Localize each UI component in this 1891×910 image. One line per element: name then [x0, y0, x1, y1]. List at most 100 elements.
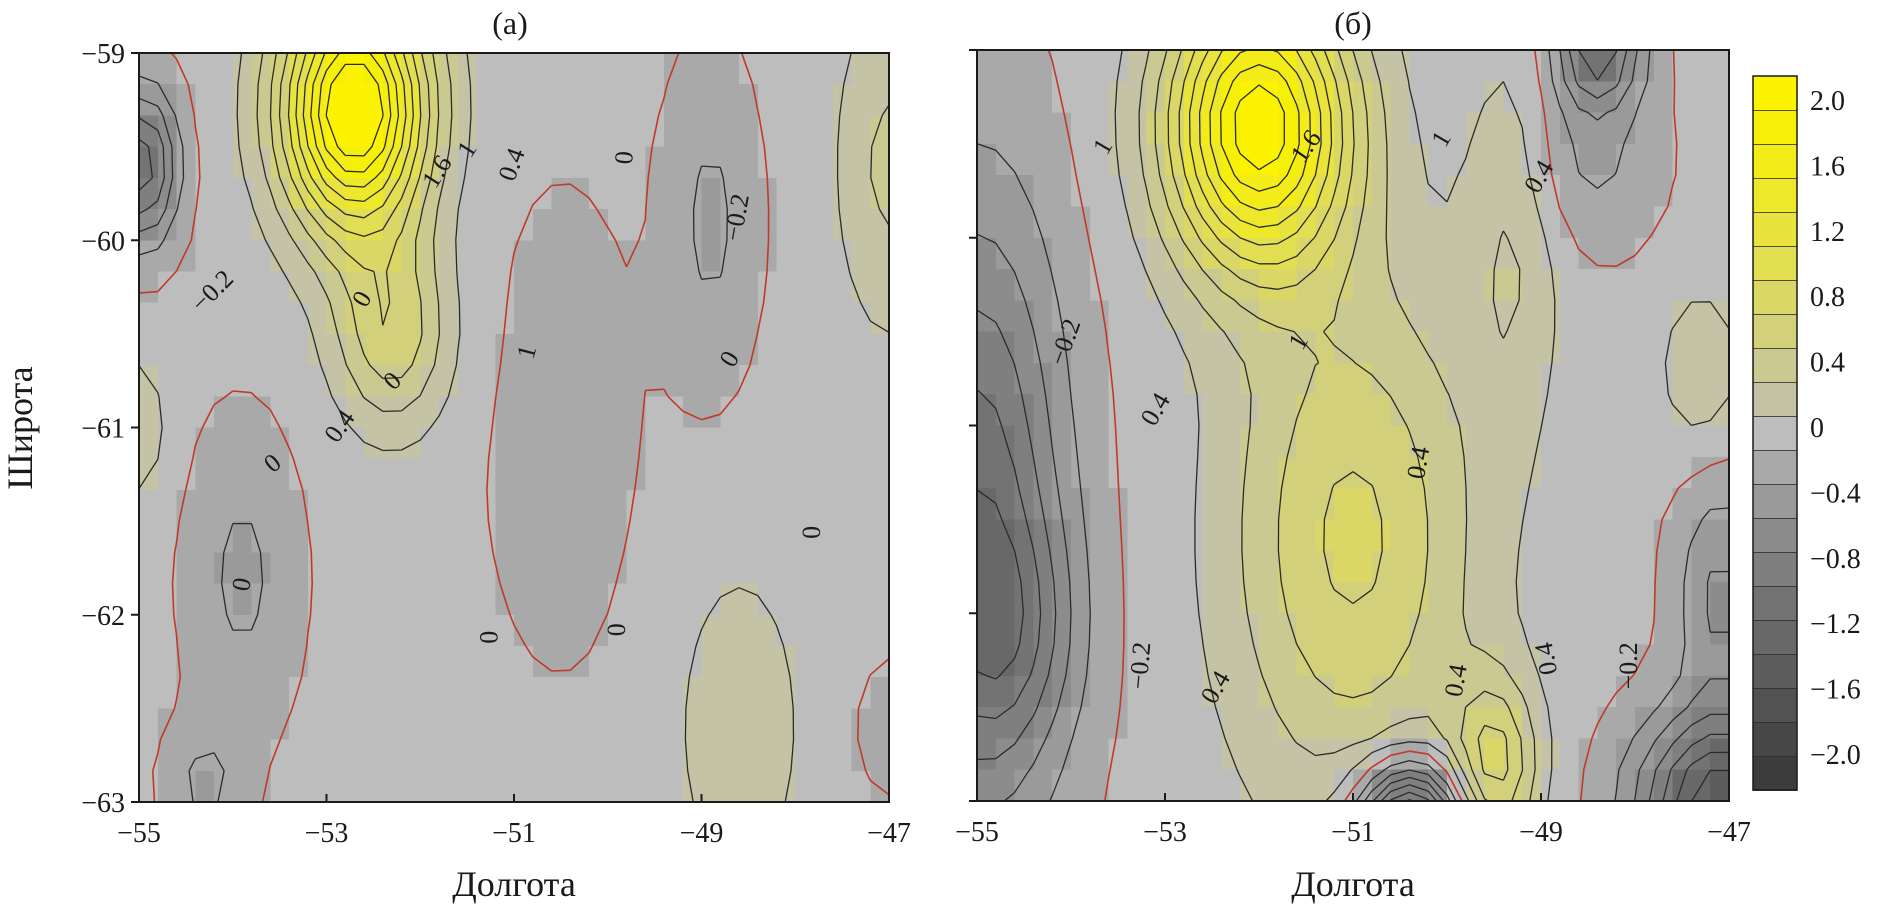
heatmap-cell	[701, 645, 721, 678]
heatmap-cell	[1559, 112, 1580, 145]
heatmap-cell	[232, 489, 253, 522]
contour-lines	[138, 52, 890, 803]
heatmap-cell	[1089, 738, 1110, 771]
heatmap-cell	[195, 271, 215, 304]
heatmap-cell	[701, 177, 721, 210]
heatmap-cell	[757, 365, 778, 397]
heatmap-cell	[1014, 50, 1034, 82]
heatmap-cell	[1484, 394, 1504, 427]
heatmap-cell	[251, 645, 271, 678]
heatmap-cell	[551, 115, 571, 148]
heatmap-cell	[607, 240, 628, 273]
heatmap-cell	[1672, 237, 1692, 270]
heatmap-cell	[645, 209, 665, 241]
heatmap-cell	[1653, 269, 1674, 301]
heatmap-cell	[176, 84, 196, 117]
heatmap-cell	[270, 739, 290, 772]
heatmap-cell	[832, 177, 853, 210]
heatmap-cell	[1691, 707, 1711, 740]
heatmap-cell	[1052, 300, 1072, 333]
heatmap-cell	[270, 115, 290, 148]
heatmap-cell	[401, 552, 421, 585]
heatmap-cell	[495, 645, 515, 678]
heatmap-cell	[1183, 394, 1204, 427]
heatmap-cell	[364, 677, 384, 709]
heatmap-cell	[832, 271, 853, 304]
heatmap-cell	[776, 770, 796, 803]
heatmap-cell	[364, 583, 384, 616]
heatmap-cell	[1334, 237, 1354, 270]
heatmap-cell	[157, 489, 178, 522]
heatmap-cell	[870, 458, 890, 491]
heatmap-cell	[514, 677, 534, 709]
colorbar-tick-label: −1.6	[1810, 675, 1861, 706]
heatmap-cell	[1635, 50, 1655, 82]
heatmap-cell	[757, 84, 778, 117]
heatmap-cell	[1240, 269, 1260, 301]
heatmap-cell	[1597, 550, 1617, 583]
heatmap-cell	[701, 53, 721, 85]
heatmap-cell	[607, 583, 628, 616]
heatmap-cell	[1240, 362, 1260, 395]
heatmap-cell	[645, 489, 665, 522]
heatmap-cell	[1653, 738, 1674, 771]
heatmap-cell	[551, 583, 571, 616]
heatmap-cell	[345, 521, 365, 553]
heatmap-cell	[457, 240, 478, 273]
heatmap-cell	[1409, 707, 1429, 740]
heatmap-cell	[251, 209, 271, 241]
heatmap-cell	[1578, 237, 1598, 270]
heatmap-cell	[1672, 362, 1692, 395]
heatmap-cell	[251, 770, 271, 803]
heatmap-cell	[1390, 550, 1410, 583]
heatmap-cell	[195, 53, 215, 85]
heatmap-cell	[401, 302, 421, 335]
heatmap-cell	[570, 739, 590, 772]
heatmap-cell	[1277, 769, 1298, 802]
heatmap-cell	[1353, 206, 1373, 239]
heatmap-cell	[476, 645, 496, 678]
heatmap-cell	[326, 240, 346, 273]
heatmap-cell	[514, 770, 534, 803]
heatmap-cell	[476, 177, 496, 210]
heatmap-cell	[1371, 488, 1392, 520]
heatmap-cell	[251, 521, 271, 553]
heatmap-cell	[232, 645, 253, 678]
heatmap-cell	[1371, 112, 1392, 145]
heatmap-cell	[977, 175, 997, 208]
heatmap-cell	[776, 583, 796, 616]
heatmap-cell	[739, 583, 759, 616]
heatmap-cell	[232, 770, 253, 803]
heatmap-cell	[1447, 519, 1467, 552]
heatmap-cell	[139, 53, 159, 85]
heatmap-cell	[1014, 237, 1034, 270]
heatmap-cell	[195, 396, 215, 429]
heatmap-cell	[1071, 488, 1091, 520]
colorbar-swatch	[1752, 279, 1798, 315]
heatmap-cell	[439, 209, 459, 241]
heatmap-cell	[382, 333, 403, 366]
heatmap-cell	[1146, 394, 1166, 427]
heatmap-cell	[1522, 206, 1542, 239]
heatmap-cell	[832, 614, 853, 647]
heatmap-cell	[1616, 394, 1636, 427]
heatmap-cell	[589, 53, 609, 85]
heatmap-cell	[701, 739, 721, 772]
heatmap-cell	[1089, 50, 1110, 82]
heatmap-cell	[851, 770, 871, 803]
heatmap-cell	[1146, 81, 1166, 114]
heatmap-cell	[1484, 331, 1504, 364]
heatmap-cell	[176, 302, 196, 335]
heatmap-cell	[1071, 269, 1091, 301]
heatmap-cell	[139, 427, 159, 460]
heatmap-cell	[832, 365, 853, 397]
heatmap-cell	[1428, 550, 1448, 583]
heatmap-cell	[289, 240, 309, 273]
heatmap-cell	[1259, 143, 1279, 176]
heatmap-cell	[289, 770, 309, 803]
heatmap-cell	[1202, 394, 1222, 427]
heatmap-cell	[1691, 362, 1711, 395]
heatmap-cell	[1691, 425, 1711, 458]
heatmap-cell	[1484, 613, 1504, 646]
heatmap-cell	[1597, 112, 1617, 145]
